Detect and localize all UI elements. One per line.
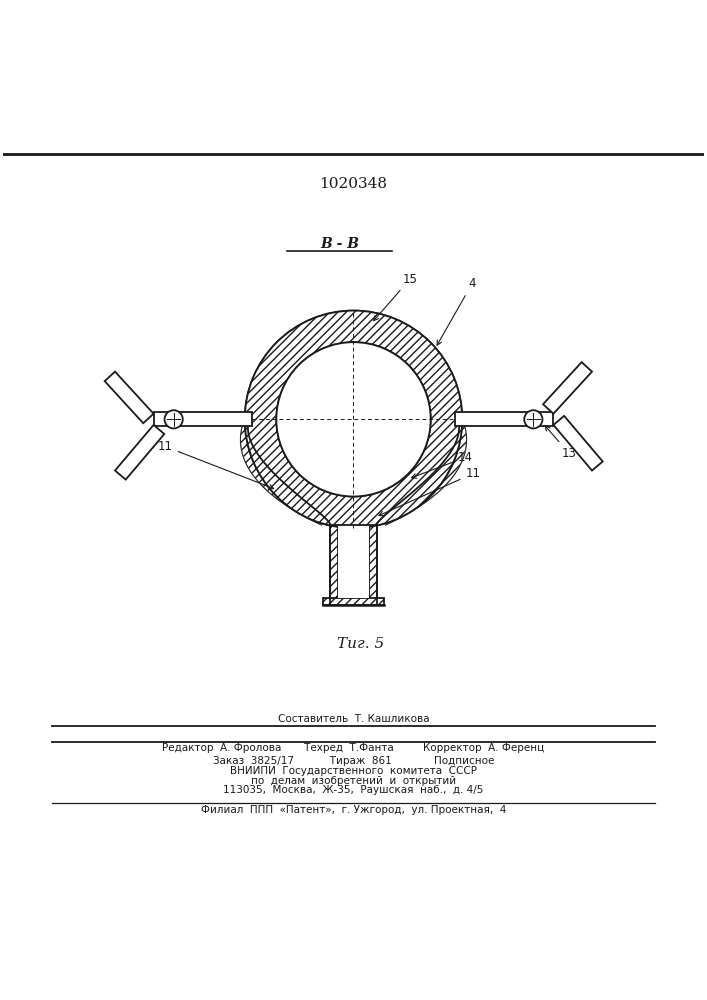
Text: 113035,  Москва,  Ж-35,  Раушская  наб.,  д. 4/5: 113035, Москва, Ж-35, Раушская наб., д. … xyxy=(223,785,484,795)
Text: 13: 13 xyxy=(545,426,576,460)
Bar xyxy=(322,598,385,605)
Text: 11: 11 xyxy=(158,440,274,489)
Text: ВНИИПИ  Государственного  комитета  СССР: ВНИИПИ Государственного комитета СССР xyxy=(230,766,477,776)
Text: Τиг. 5: Τиг. 5 xyxy=(337,637,384,651)
Text: по  делам  изобретений  и  открытий: по делам изобретений и открытий xyxy=(251,776,456,786)
Polygon shape xyxy=(241,419,466,525)
Circle shape xyxy=(245,311,462,528)
Polygon shape xyxy=(115,425,164,480)
Polygon shape xyxy=(377,419,466,525)
Circle shape xyxy=(276,342,431,496)
Text: 11: 11 xyxy=(379,467,480,516)
Bar xyxy=(455,412,554,426)
Wedge shape xyxy=(245,311,462,528)
Text: 1020348: 1020348 xyxy=(320,177,387,191)
Text: 4: 4 xyxy=(437,277,476,345)
Text: B - B: B - B xyxy=(320,237,359,251)
Bar xyxy=(329,525,338,605)
Bar xyxy=(369,525,378,605)
Polygon shape xyxy=(543,362,592,414)
Bar xyxy=(338,525,369,598)
Text: 15: 15 xyxy=(374,273,417,321)
Polygon shape xyxy=(554,416,602,471)
Circle shape xyxy=(165,410,183,428)
Bar xyxy=(153,412,252,426)
Circle shape xyxy=(524,410,542,428)
Text: Заказ  3825/17           Тираж  861             Подписное: Заказ 3825/17 Тираж 861 Подписное xyxy=(213,756,494,766)
Text: Составитель  Т. Кашликова: Составитель Т. Кашликова xyxy=(278,714,429,724)
Text: Филиал  ППП  «Патент»,  г. Ужгород,  ул. Проектная,  4: Филиал ППП «Патент», г. Ужгород, ул. Про… xyxy=(201,805,506,815)
Text: 14: 14 xyxy=(411,451,473,478)
Polygon shape xyxy=(241,419,330,525)
Polygon shape xyxy=(105,372,153,423)
Text: Редактор  А. Фролова       Техред  Т.Фанта         Корректор  А. Ференц: Редактор А. Фролова Техред Т.Фанта Корре… xyxy=(163,743,544,753)
